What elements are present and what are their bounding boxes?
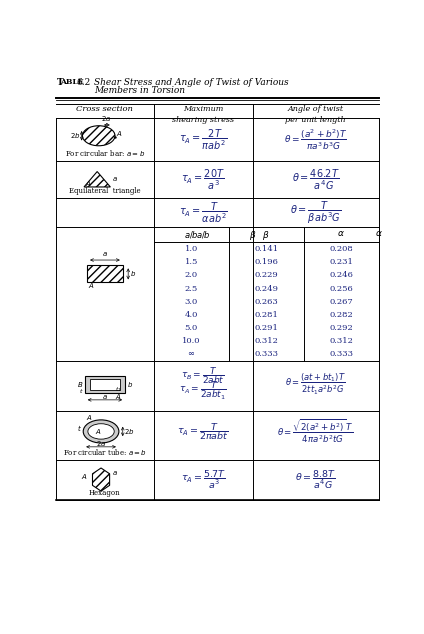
Text: $a$: $a$: [112, 175, 118, 183]
Text: Equilateral  triangle: Equilateral triangle: [69, 188, 141, 195]
Text: $2a$: $2a$: [96, 439, 106, 448]
Text: $\tau_A = \dfrac{2T}{\pi ab^2}$: $\tau_A = \dfrac{2T}{\pi ab^2}$: [179, 127, 228, 152]
Text: 0.282: 0.282: [329, 311, 353, 319]
Text: 0.229: 0.229: [254, 271, 278, 280]
Text: For circular tube: $a=b$: For circular tube: $a=b$: [63, 447, 147, 457]
Bar: [90, 379, 120, 390]
Text: $A$: $A$: [81, 472, 88, 481]
Polygon shape: [92, 468, 110, 491]
Text: 0.333: 0.333: [254, 351, 278, 358]
Text: 0.249: 0.249: [254, 285, 278, 292]
Text: 1.5: 1.5: [184, 258, 198, 266]
Text: $\theta = \dfrac{46.2T}{a^4 G}$: $\theta = \dfrac{46.2T}{a^4 G}$: [292, 167, 340, 191]
Text: $\tau_B = \dfrac{T}{2abt}$: $\tau_B = \dfrac{T}{2abt}$: [181, 365, 225, 385]
Text: Maximum
shearing stress: Maximum shearing stress: [172, 105, 234, 124]
Text: 5.0: 5.0: [184, 324, 198, 332]
Text: Angle of twist
per unit length: Angle of twist per unit length: [285, 105, 346, 124]
Text: 0.263: 0.263: [254, 298, 278, 306]
Text: 10.0: 10.0: [182, 337, 201, 346]
Text: $\beta$: $\beta$: [249, 228, 257, 242]
Text: $\theta = \dfrac{T}{\beta ab^3 G}$: $\theta = \dfrac{T}{\beta ab^3 G}$: [290, 199, 341, 226]
Text: 0.312: 0.312: [254, 337, 278, 346]
Text: $\tau_A = \dfrac{T}{\alpha ab^2}$: $\tau_A = \dfrac{T}{\alpha ab^2}$: [179, 200, 228, 225]
Text: Shear Stress and Angle of Twist of Various: Shear Stress and Angle of Twist of Vario…: [94, 79, 289, 87]
Text: $a$: $a$: [102, 250, 108, 259]
Text: $b$: $b$: [130, 269, 136, 278]
Text: 4.0: 4.0: [184, 311, 198, 319]
Text: $\alpha$: $\alpha$: [337, 228, 345, 238]
Text: For circular bar: $a=b$: For circular bar: $a=b$: [65, 148, 145, 158]
Text: $A$: $A$: [95, 427, 102, 436]
Text: 0.231: 0.231: [329, 258, 353, 266]
Text: 0.312: 0.312: [329, 337, 353, 346]
Text: $2b$: $2b$: [70, 131, 80, 140]
Text: $a$: $a$: [112, 469, 118, 477]
Text: Cross section: Cross section: [76, 105, 134, 113]
Text: $A$: $A$: [115, 392, 122, 401]
Text: $\alpha$: $\alpha$: [374, 228, 382, 238]
Text: $A$: $A$: [85, 179, 92, 188]
Text: 0.267: 0.267: [329, 298, 353, 306]
Text: $a/b$: $a/b$: [184, 228, 199, 240]
Text: 0.281: 0.281: [254, 311, 278, 319]
Text: $2b$: $2b$: [124, 427, 135, 436]
Text: ABLE: ABLE: [60, 79, 84, 86]
Text: $\theta = \dfrac{(at+bt_1)T}{2tt_1 a^2 b^2 G}$: $\theta = \dfrac{(at+bt_1)T}{2tt_1 a^2 b…: [285, 372, 346, 397]
Ellipse shape: [88, 424, 114, 439]
Text: $\theta = \dfrac{(a^2+b^2)T}{\pi a^3 b^3 G}$: $\theta = \dfrac{(a^2+b^2)T}{\pi a^3 b^3…: [284, 127, 348, 152]
Text: Members in Torsion: Members in Torsion: [94, 86, 185, 95]
Text: $\tau_A = \dfrac{T}{2\pi abt}$: $\tau_A = \dfrac{T}{2\pi abt}$: [178, 421, 229, 442]
Text: $A$: $A$: [116, 129, 123, 138]
Bar: [85, 376, 125, 393]
Text: $\infty$: $\infty$: [187, 351, 195, 358]
Polygon shape: [84, 172, 110, 187]
Text: 0.291: 0.291: [254, 324, 278, 332]
Text: 0.208: 0.208: [329, 245, 353, 253]
Text: 0.292: 0.292: [329, 324, 353, 332]
Text: 6.2: 6.2: [76, 79, 90, 87]
Text: $\tau_A = \dfrac{20T}{a^3}$: $\tau_A = \dfrac{20T}{a^3}$: [181, 167, 225, 191]
Text: 0.256: 0.256: [329, 285, 353, 292]
Text: Hexagon: Hexagon: [89, 489, 121, 497]
Text: $\theta = \dfrac{8.8T}{a^4 G}$: $\theta = \dfrac{8.8T}{a^4 G}$: [296, 469, 336, 491]
Text: $t_1$: $t_1$: [115, 385, 122, 394]
Text: $\tau_A = \dfrac{5.7T}{a^3}$: $\tau_A = \dfrac{5.7T}{a^3}$: [181, 469, 226, 491]
Text: 2.0: 2.0: [184, 271, 198, 280]
Text: $t$: $t$: [79, 387, 84, 395]
Text: $a$: $a$: [102, 394, 108, 401]
Text: 1.0: 1.0: [184, 245, 198, 253]
Text: $2a$: $2a$: [101, 114, 112, 124]
Ellipse shape: [83, 420, 119, 443]
Text: 0.333: 0.333: [329, 351, 353, 358]
Text: $t$: $t$: [78, 424, 82, 434]
Text: $B$: $B$: [77, 380, 83, 389]
Ellipse shape: [82, 126, 115, 146]
Text: $b$: $b$: [127, 380, 133, 389]
Text: $\beta$: $\beta$: [262, 228, 270, 242]
Text: $A$: $A$: [88, 281, 95, 290]
Text: $\theta = \dfrac{\sqrt{2(a^2+b^2)}\,T}{4\pi a^2 b^2 tG}$: $\theta = \dfrac{\sqrt{2(a^2+b^2)}\,T}{4…: [277, 418, 354, 445]
Text: 0.196: 0.196: [254, 258, 278, 266]
Text: $A$: $A$: [86, 413, 93, 422]
Text: $\tau_A = \dfrac{T}{2abt_1}$: $\tau_A = \dfrac{T}{2abt_1}$: [179, 380, 227, 402]
Text: T: T: [57, 79, 64, 87]
Bar: [87, 266, 123, 282]
Text: 0.141: 0.141: [254, 245, 278, 253]
Text: 0.246: 0.246: [329, 271, 353, 280]
Text: 2.5: 2.5: [184, 285, 198, 292]
Text: $a/b$: $a/b$: [196, 228, 211, 240]
Text: 3.0: 3.0: [184, 298, 198, 306]
